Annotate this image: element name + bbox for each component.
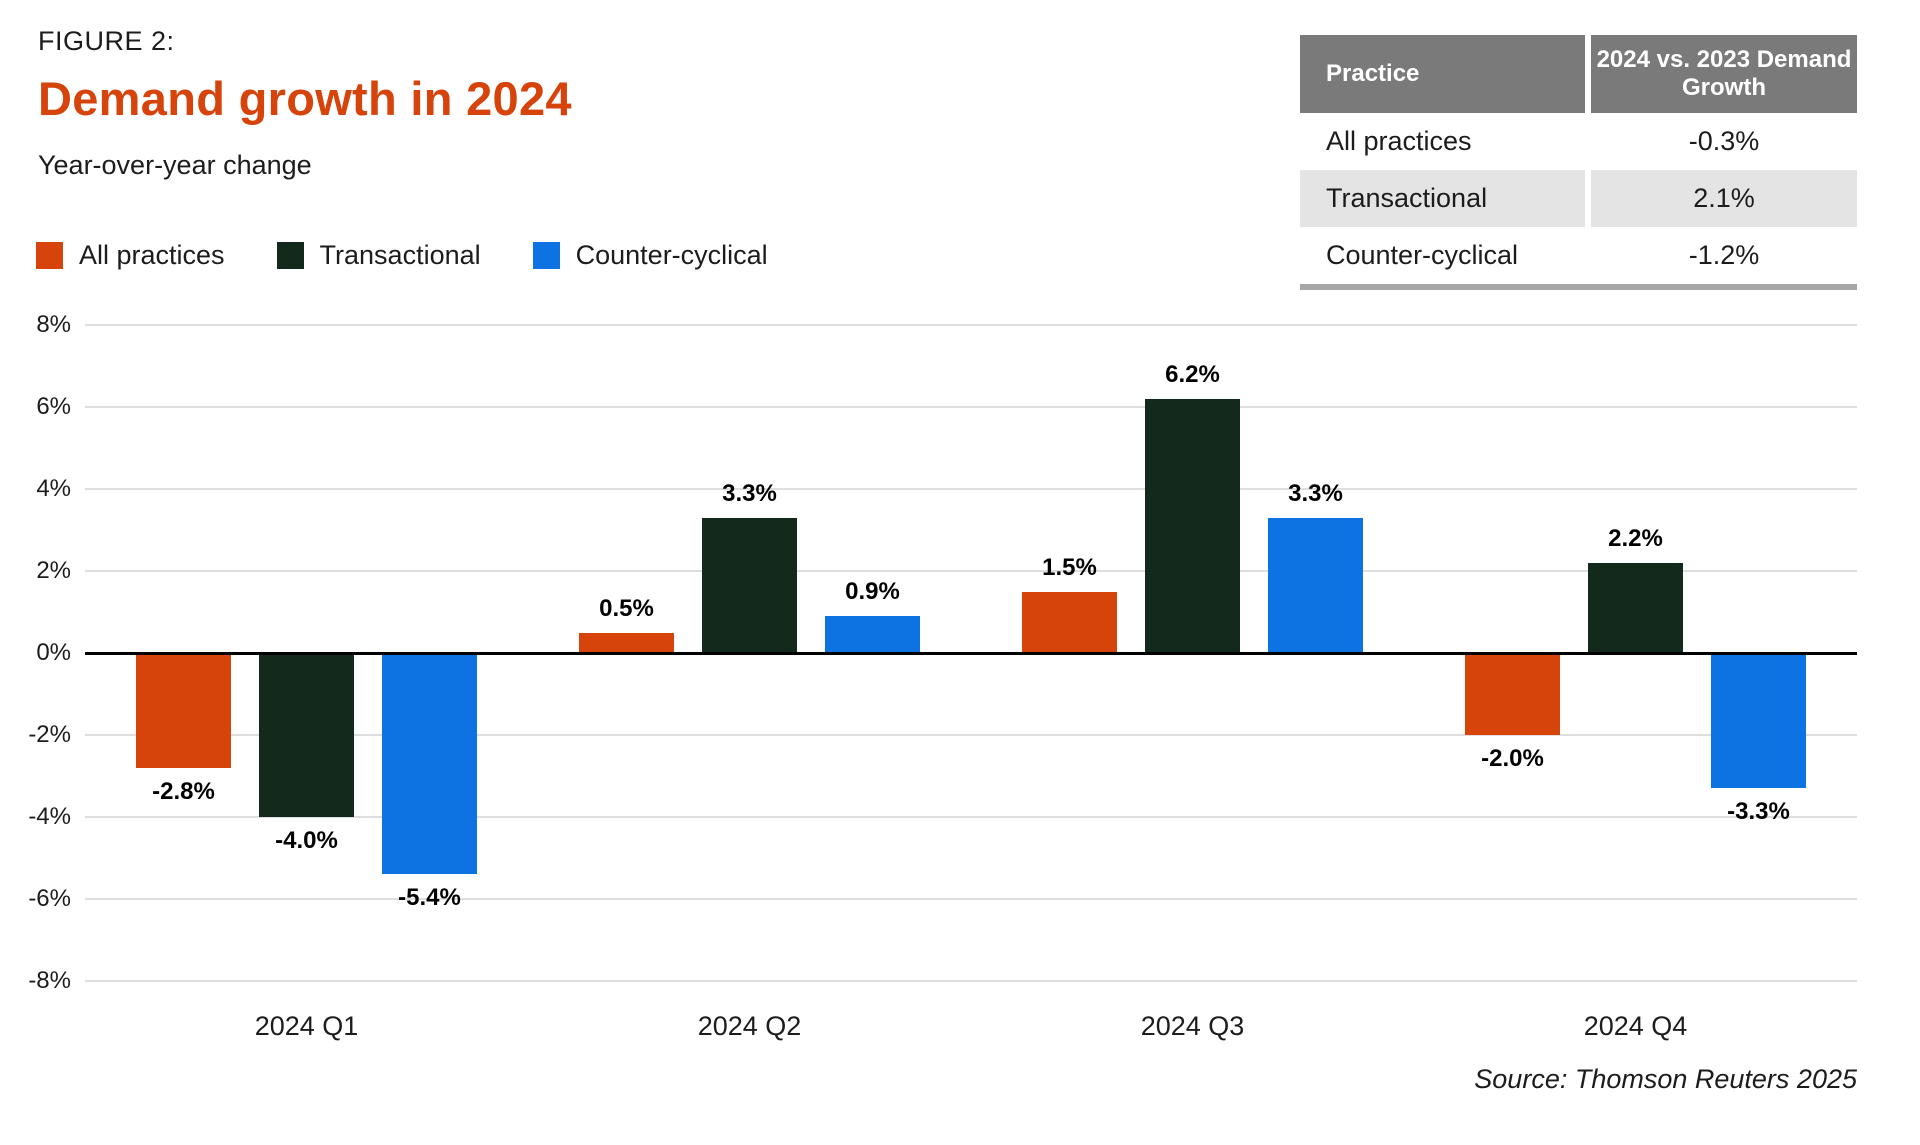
bar [1268,517,1363,653]
legend-item-counter-cyclical: Counter-cyclical [532,240,768,271]
table-row: Counter-cyclical -1.2% [1300,227,1857,284]
bar-value-label: 3.3% [722,479,777,507]
table-column-gutter [1585,170,1591,227]
grid-line [85,980,1857,982]
table-column-gutter [1585,35,1591,113]
table-cell-value: -1.2% [1688,240,1760,270]
bar [1465,653,1560,735]
grid-line [85,898,1857,900]
table-cell-value: 2.1% [1591,170,1857,227]
y-tick-label: 2% [36,557,71,584]
legend-label: Transactional [319,240,481,270]
bar [579,632,674,653]
table-column-gutter [1585,227,1591,284]
bar [136,653,231,768]
figure-title: Demand growth in 2024 [38,72,572,125]
grid-line [85,734,1857,736]
grid-line [85,816,1857,818]
bar-value-label: 1.5% [1042,553,1097,581]
bar-value-label: 3.3% [1288,479,1343,507]
y-tick-label: -8% [28,967,71,994]
bar-value-label: 2.2% [1608,524,1663,552]
bar-value-label: -5.4% [398,884,461,912]
y-tick-label: -2% [28,721,71,748]
y-tick-label: 8% [36,311,71,338]
chart-legend: All practices Transactional Counter-cycl… [36,240,768,271]
summary-table-header-row: Practice 2024 vs. 2023 Demand Growth [1300,35,1857,113]
y-tick-label: -4% [28,803,71,830]
table-cell-practice: Transactional [1300,170,1585,227]
bar-value-label: 0.5% [599,594,654,622]
grid-line [85,570,1857,572]
summary-table-header-practice: Practice [1300,35,1585,113]
legend-item-transactional: Transactional [276,240,481,271]
grid-line [85,406,1857,408]
table-row: Transactional 2.1% [1300,170,1857,227]
bar [1711,653,1806,789]
table-column-gutter [1585,113,1591,170]
legend-swatch-icon [532,242,560,269]
figure-label: FIGURE 2: [38,26,175,56]
bar [1588,562,1683,653]
legend-swatch-icon [276,242,304,269]
zero-axis-line [85,651,1857,655]
table-cell-value: -0.3% [1688,126,1760,156]
title-block: FIGURE 2: Demand growth in 2024 Year-ove… [38,26,572,181]
bar [1145,398,1240,653]
grid-line [85,324,1857,326]
bar [259,653,354,817]
plot-area: 8% 6% 4% 2% 0% -2% -4% -6% -8% -2.8% -4.0% -5.4% 202… [28,311,1857,1041]
legend-label: All practices [79,240,225,270]
legend-item-all-practices: All practices [36,240,225,271]
x-axis-label: 2024 Q2 [697,1011,802,1041]
bar-value-label: -4.0% [275,827,338,854]
grid-line [85,488,1857,490]
figure-subtitle: Year-over-year change [38,150,312,180]
summary-table-header-growth: 2024 vs. 2023 Demand Growth [1591,35,1857,113]
y-tick-label: 0% [36,639,71,666]
bar-value-label: -2.8% [152,777,215,805]
bar-value-label: -2.0% [1481,745,1544,772]
x-axis-label: 2024 Q1 [254,1011,359,1041]
bar-value-label: -3.3% [1727,798,1790,826]
source-note: Source: Thomson Reuters 2025 [1474,1064,1857,1094]
x-axis-label: 2024 Q3 [1140,1011,1245,1041]
summary-table: Practice 2024 vs. 2023 Demand Growth All… [1300,35,1857,290]
table-row: All practices -0.3% [1300,113,1857,170]
y-tick-label: 4% [36,475,71,502]
x-axis-label: 2024 Q4 [1583,1011,1688,1041]
bar [382,653,477,875]
bar [825,616,920,653]
legend-swatch-icon [36,242,63,269]
bar [1022,591,1117,653]
legend-label: Counter-cyclical [575,240,768,270]
y-tick-label: 6% [36,393,71,420]
y-tick-label: -6% [28,885,71,912]
bar-value-label: 6.2% [1165,360,1220,388]
bar-value-label: 0.9% [845,578,900,606]
table-cell-practice: Counter-cyclical [1326,240,1519,270]
bar [702,517,797,653]
table-cell-practice: All practices [1326,126,1472,156]
